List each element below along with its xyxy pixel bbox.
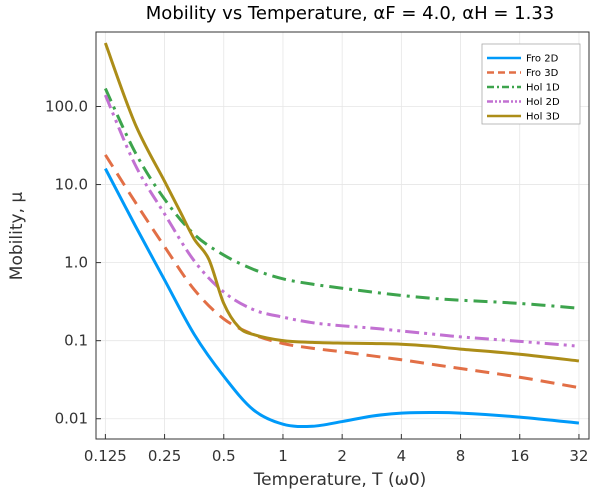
chart-title: Mobility vs Temperature, αF = 4.0, αH = … bbox=[146, 3, 554, 24]
series-layer bbox=[103, 42, 580, 429]
y-axis-label: Mobility, μ bbox=[7, 192, 27, 281]
y-tick-label: 10.0 bbox=[55, 176, 88, 194]
series-line-hol-2d bbox=[104, 94, 580, 348]
legend-label: Fro 2D bbox=[526, 54, 559, 65]
y-tick-layer: 0.01 0.1 1.0 10.0 100.0 bbox=[45, 97, 101, 428]
x-tick-label: 0.25 bbox=[148, 447, 181, 465]
legend-label: Hol 1D bbox=[526, 83, 560, 94]
y-tick-label: 0.01 bbox=[55, 410, 88, 428]
y-tick-label: 1.0 bbox=[64, 254, 88, 272]
y-tick-label: 100.0 bbox=[45, 97, 88, 115]
x-tick-label: 1 bbox=[278, 447, 288, 465]
series-line-hol-1d bbox=[104, 87, 580, 310]
legend-label: Hol 2D bbox=[526, 97, 560, 108]
y-tick-label: 0.1 bbox=[64, 332, 88, 350]
x-tick-label: 4 bbox=[397, 447, 407, 465]
x-tick-label: 0.125 bbox=[84, 447, 127, 465]
legend-label: Fro 3D bbox=[526, 68, 559, 79]
x-tick-label: 32 bbox=[569, 447, 588, 465]
x-tick-label: 0.5 bbox=[212, 447, 236, 465]
x-axis-label: Temperature, T (ω0) bbox=[253, 470, 427, 490]
x-tick-label: 2 bbox=[337, 447, 347, 465]
series-line-fro-3d bbox=[104, 154, 580, 390]
x-tick-layer: 0.125 0.25 0.5 1 2 4 8 16 32 bbox=[84, 434, 588, 465]
series-line-fro-2d bbox=[104, 167, 580, 429]
x-tick-label: 8 bbox=[456, 447, 466, 465]
legend-label: Hol 3D bbox=[526, 112, 560, 123]
series-line-hol-3d bbox=[103, 42, 580, 363]
legend: Fro 2D Fro 3D Hol 1D Hol 2D Hol 3D bbox=[481, 43, 581, 125]
x-tick-label: 16 bbox=[510, 447, 529, 465]
